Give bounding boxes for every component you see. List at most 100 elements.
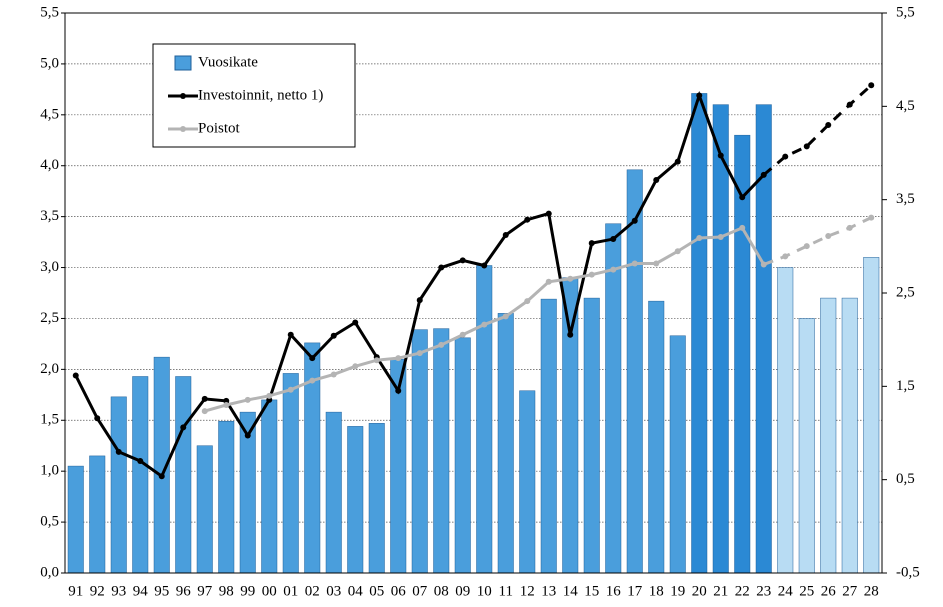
x-tick-label: 99 (240, 583, 255, 599)
bar (519, 390, 536, 574)
point (502, 313, 509, 320)
y-tick-label: 2,0 (40, 361, 59, 377)
x-tick-label: 97 (197, 583, 213, 599)
bar (562, 277, 579, 574)
y-tick-label: 2,5 (40, 310, 59, 326)
point (782, 153, 789, 160)
x-tick-label: 03 (326, 583, 341, 599)
point (567, 331, 574, 338)
x-tick-label: 27 (842, 583, 858, 599)
point (416, 350, 423, 357)
bar (540, 298, 557, 574)
bar (777, 267, 794, 574)
bar (691, 93, 708, 574)
bar (196, 445, 213, 574)
y2-tick-label: 0,5 (896, 471, 915, 487)
bar (648, 300, 665, 574)
x-tick-label: 01 (283, 583, 298, 599)
line-dashed (763, 216, 872, 266)
x-tick-label: 20 (692, 583, 707, 599)
point (481, 321, 488, 328)
point (653, 260, 660, 267)
legend-swatch (174, 55, 192, 71)
y-tick-label: 1,5 (40, 412, 59, 428)
x-tick-label: 11 (499, 583, 513, 599)
point (438, 264, 445, 271)
y2-tick-label: 4,5 (896, 98, 915, 114)
x-tick-label: 05 (369, 583, 384, 599)
bar (626, 169, 643, 574)
point (481, 262, 488, 269)
x-tick-label: 15 (584, 583, 599, 599)
point (459, 331, 466, 338)
x-tick-label: 26 (821, 583, 837, 599)
x-tick-label: 18 (649, 583, 664, 599)
point (72, 372, 79, 379)
x-tick-label: 95 (154, 583, 169, 599)
bar (476, 265, 493, 574)
point (502, 231, 509, 238)
point (631, 260, 638, 267)
y-tick-label: 5,5 (40, 4, 59, 20)
x-tick-label: 22 (735, 583, 750, 599)
point (416, 297, 423, 304)
point (696, 235, 703, 242)
x-tick-label: 08 (434, 583, 449, 599)
legend-label: Vuosikate (198, 54, 258, 70)
point (696, 92, 703, 99)
point (309, 377, 316, 384)
point (438, 341, 445, 348)
bar (261, 399, 278, 574)
point (244, 432, 251, 439)
x-tick-label: 24 (778, 583, 794, 599)
legend-point (180, 93, 186, 99)
x-tick-label: 28 (864, 583, 879, 599)
x-tick-label: 10 (477, 583, 492, 599)
x-tick-label: 14 (563, 583, 579, 599)
y-tick-label: 1,0 (40, 463, 59, 479)
point (868, 82, 875, 89)
point (610, 266, 617, 273)
point (631, 217, 638, 224)
y2-tick-label: 3,5 (896, 191, 915, 207)
legend-label: Investoinnit, netto 1) (198, 87, 323, 103)
point (588, 271, 595, 278)
point (717, 234, 724, 240)
y-tick-label: 0,0 (40, 564, 59, 580)
point (373, 357, 380, 364)
bar (734, 134, 751, 574)
x-tick-label: 12 (520, 583, 535, 599)
point (674, 248, 681, 255)
bar (325, 411, 342, 574)
bar (605, 223, 622, 574)
x-tick-label: 19 (670, 583, 685, 599)
point (287, 386, 294, 393)
x-tick-label: 23 (756, 583, 771, 599)
x-tick-label: 98 (219, 583, 234, 599)
point (674, 158, 681, 165)
bar (669, 335, 686, 574)
point (588, 240, 595, 247)
point (524, 298, 531, 305)
point (803, 143, 810, 150)
point (739, 194, 746, 201)
y-tick-label: 3,0 (40, 259, 59, 275)
point (459, 257, 466, 264)
point (846, 224, 853, 231)
point (717, 152, 724, 159)
x-tick-label: 07 (412, 583, 428, 599)
x-tick-label: 17 (627, 583, 643, 599)
bar (218, 421, 235, 574)
bar (175, 376, 192, 574)
point (825, 232, 832, 239)
legend-label: Poistot (198, 120, 241, 136)
point (653, 176, 660, 183)
x-tick-label: 94 (133, 583, 149, 599)
bar (497, 313, 514, 574)
bar (841, 297, 858, 574)
bar (368, 423, 385, 574)
plot-frame (64, 12, 883, 574)
y-tick-label: 0,5 (40, 514, 59, 530)
point (137, 458, 144, 464)
